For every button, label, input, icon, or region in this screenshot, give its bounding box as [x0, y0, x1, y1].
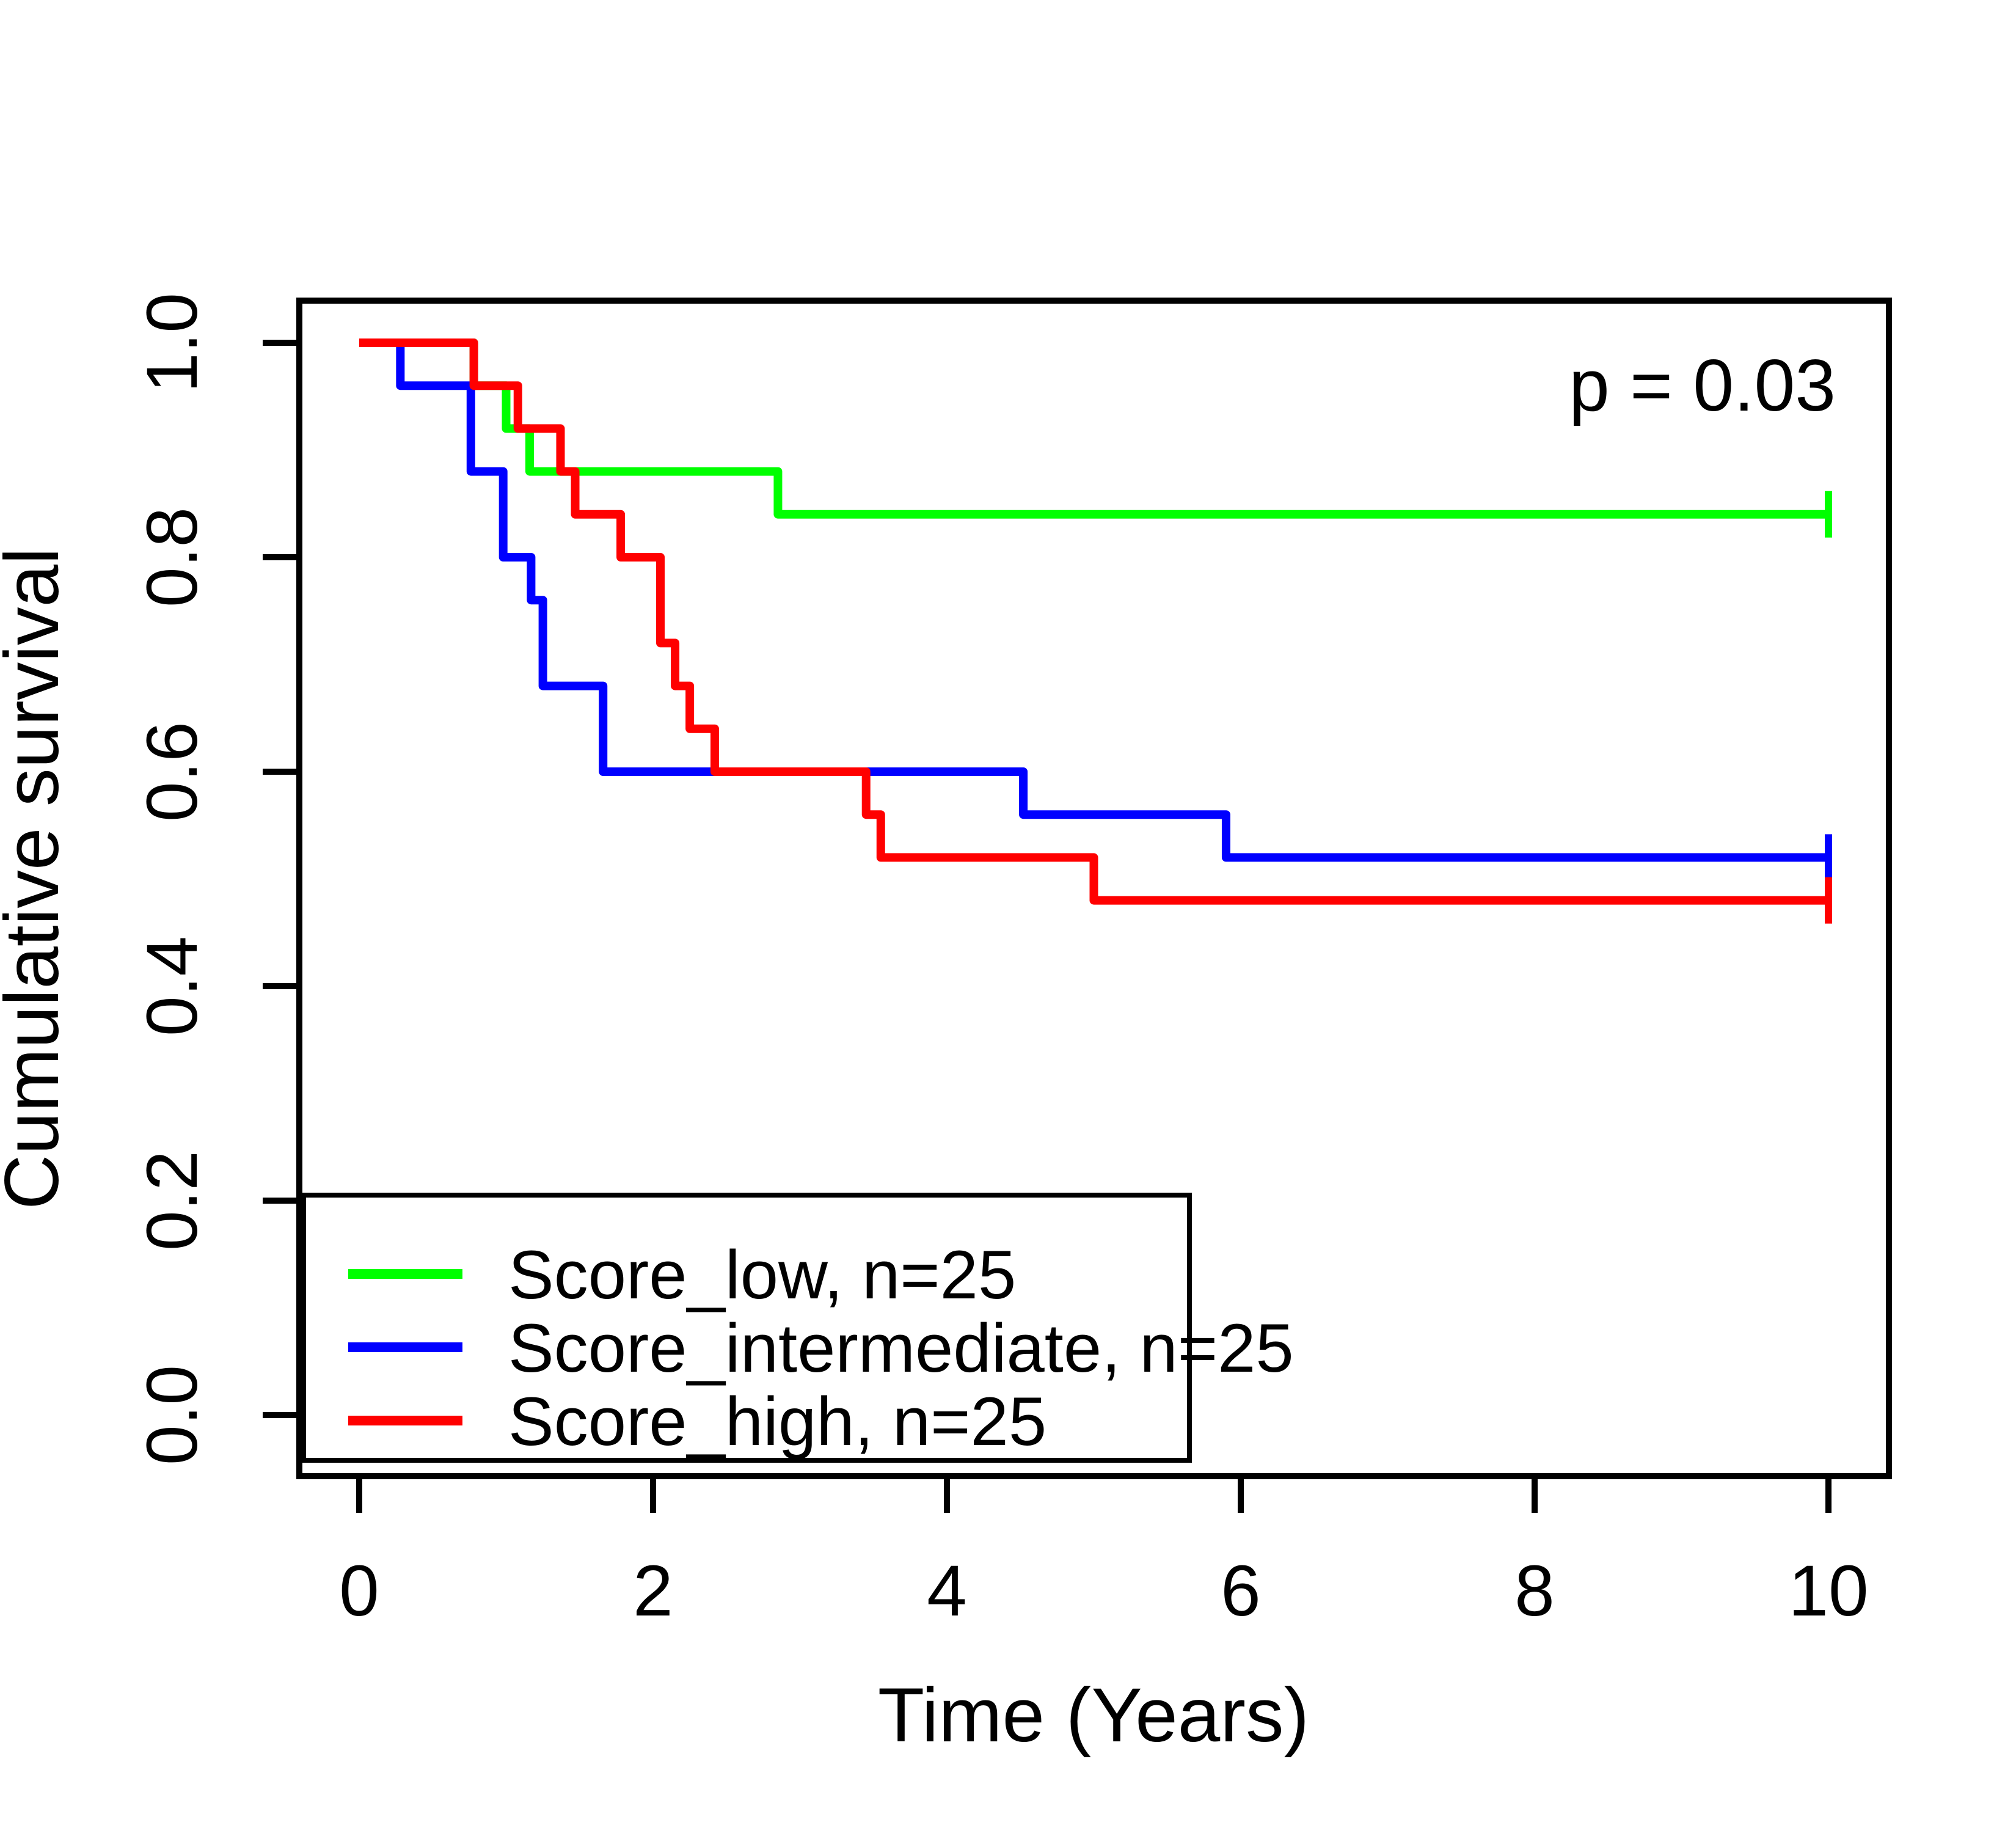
km-curves: [359, 338, 1828, 905]
km-curve-score-intermediate: [359, 338, 1828, 862]
x-tick-label: 2: [633, 1551, 673, 1631]
y-tick-label: 1.0: [132, 293, 213, 393]
legend-item-score-low: Score_low, n=25: [348, 1237, 1016, 1313]
x-axis-ticks: 0 2 4 6 8 10: [339, 1476, 1869, 1631]
legend: Score_low, n=25 Score_intermediate, n=25…: [301, 1193, 1294, 1463]
p-value-annotation: p = 0.03: [1569, 345, 1836, 426]
x-tick-label: 0: [339, 1551, 379, 1631]
y-axis-ticks: 0.0 0.2 0.4 0.6 0.8 1.0: [132, 293, 299, 1465]
legend-item-score-intermediate: Score_intermediate, n=25: [348, 1310, 1294, 1386]
legend-item-score-high: Score_high, n=25: [348, 1383, 1046, 1460]
y-tick-label: 0.8: [132, 507, 213, 607]
x-tick-label: 4: [927, 1551, 967, 1631]
y-tick-label: 0.4: [132, 936, 213, 1036]
x-tick-label: 10: [1788, 1551, 1868, 1631]
y-axis-title: Cumulative survival: [0, 547, 75, 1210]
x-tick-label: 8: [1514, 1551, 1555, 1631]
x-axis-title: Time (Years): [878, 1673, 1309, 1758]
y-tick-label: 0.0: [132, 1365, 213, 1465]
legend-label-score-low: Score_low, n=25: [508, 1237, 1016, 1313]
km-curve-score-high: [359, 338, 1828, 905]
y-tick-label: 0.6: [132, 722, 213, 822]
plot-border: [296, 298, 1892, 1479]
x-tick-label: 6: [1221, 1551, 1261, 1631]
y-tick-label: 0.2: [132, 1151, 213, 1251]
legend-label-score-high: Score_high, n=25: [508, 1383, 1046, 1460]
legend-label-score-intermediate: Score_intermediate, n=25: [508, 1310, 1294, 1386]
